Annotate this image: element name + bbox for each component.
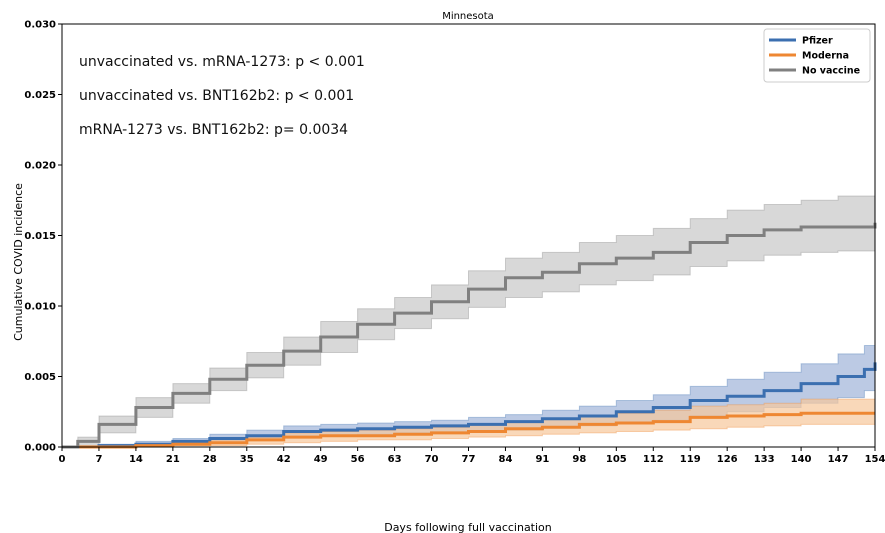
legend-items: Pfizer Moderna No vaccine [769,36,860,77]
legend-label-no-vaccine: No vaccine [802,66,860,77]
confidence-bands [62,193,876,448]
x-axis-ticks: 0 7 14 21 28 35 42 49 56 63 70 77 84 91 98 105 112 119 126… [59,447,885,465]
y-tick-label: 0.025 [24,90,56,101]
y-axis-label: Cumulative COVID incidence [12,183,25,341]
legend-label-pfizer: Pfizer [802,36,833,47]
annotation-mrna-vs-bnt-pvalue: mRNA-1273 vs. BNT162b2: p= 0.0034 [79,122,348,138]
y-tick-label: 0.015 [24,231,56,242]
x-tick-label: 98 [572,454,586,465]
x-tick-label: 28 [203,454,217,465]
x-tick-label: 49 [314,454,328,465]
x-tick-label: 77 [462,454,476,465]
y-tick-label: 0.005 [24,372,56,383]
y-axis-ticks: 0.000 0.005 0.010 0.015 0.020 0.025 0.030 [24,20,62,454]
y-tick-label: 0.030 [24,20,56,31]
x-axis-label: Days following full vaccination [384,521,552,533]
x-tick-label: 70 [425,454,439,465]
x-tick-label: 14 [129,454,143,465]
legend-label-moderna: Moderna [802,51,849,62]
x-tick-label: 35 [240,454,254,465]
x-tick-label: 7 [95,454,102,465]
x-tick-label: 84 [498,454,512,465]
x-tick-label: 133 [754,454,775,465]
y-tick-label: 0.000 [24,443,56,454]
chart-title: Minnesota [442,11,494,22]
legend: Pfizer Moderna No vaccine [763,28,871,83]
annotations: unvaccinated vs. mRNA-1273: p < 0.001 un… [79,54,365,138]
y-tick-label: 0.010 [24,302,56,313]
line-moderna [62,411,875,449]
line-no-vaccine [62,222,877,449]
x-tick-label: 126 [717,454,738,465]
series-lines [62,222,877,449]
x-tick-label: 91 [535,454,549,465]
x-tick-label: 147 [828,454,849,465]
x-tick-label: 21 [166,454,180,465]
x-tick-label: 0 [59,454,66,465]
y-tick-label: 0.020 [24,161,56,172]
x-tick-label: 63 [388,454,402,465]
x-tick-label: 154 [865,454,885,465]
x-tick-label: 56 [351,454,365,465]
x-tick-label: 112 [643,454,664,465]
annotation-mrna1273-pvalue: unvaccinated vs. mRNA-1273: p < 0.001 [79,54,365,70]
x-tick-label: 105 [606,454,627,465]
x-tick-label: 119 [680,454,701,465]
x-tick-label: 140 [791,454,812,465]
line-pfizer [62,362,877,449]
annotation-bnt162b2-pvalue: unvaccinated vs. BNT162b2: p < 0.001 [79,88,354,104]
x-tick-label: 42 [277,454,291,465]
